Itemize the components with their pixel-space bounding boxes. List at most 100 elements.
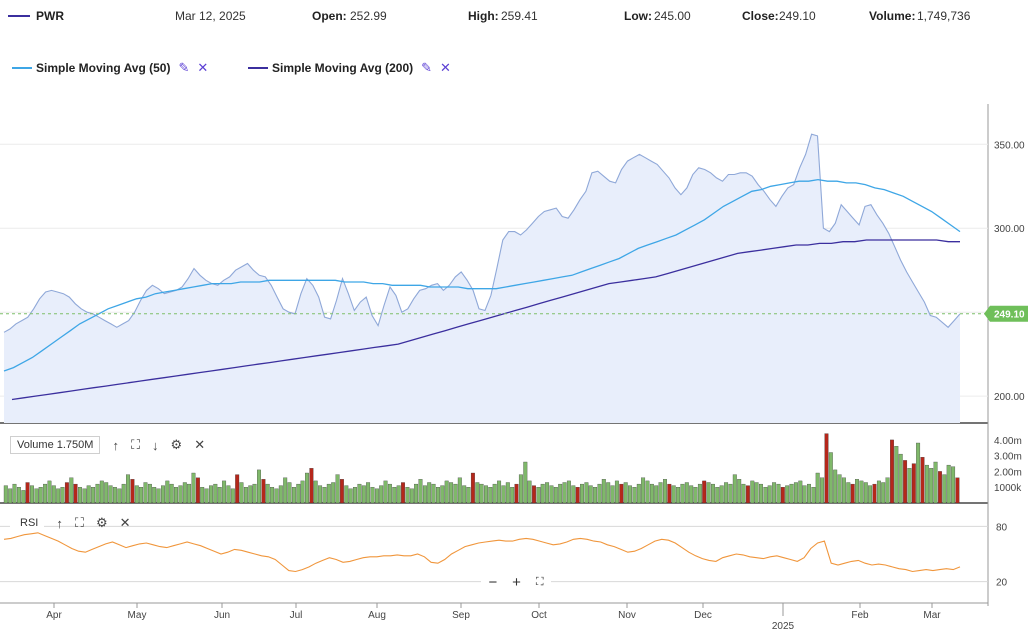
volume-bar bbox=[745, 485, 750, 504]
volume-bar bbox=[571, 485, 576, 504]
volume-bar bbox=[772, 482, 777, 504]
volume-bar bbox=[807, 483, 811, 504]
close-icon[interactable]: ✕ bbox=[197, 60, 209, 75]
volume-bar bbox=[91, 487, 96, 504]
volume-bar bbox=[601, 479, 606, 504]
volume-bar bbox=[597, 483, 602, 504]
pencil-icon[interactable]: ✎ bbox=[178, 60, 190, 75]
volume-bar bbox=[894, 446, 899, 504]
volume-bar bbox=[374, 488, 379, 504]
volume-bar bbox=[876, 480, 881, 504]
price-tick-label: 350.00 bbox=[994, 140, 1025, 151]
volume-bar bbox=[750, 480, 755, 504]
quote-date: Mar 12, 2025 bbox=[175, 9, 246, 23]
volume-bar bbox=[126, 474, 130, 504]
volume-bar bbox=[802, 485, 807, 504]
volume-bar bbox=[370, 487, 375, 504]
arrow-up-icon[interactable]: ↑ bbox=[56, 515, 63, 531]
sma50-swatch bbox=[12, 67, 32, 69]
volume-bar bbox=[121, 483, 126, 504]
pencil-icon[interactable]: ✎ bbox=[421, 60, 433, 75]
close-icon[interactable]: ✕ bbox=[119, 515, 131, 530]
expand-icon[interactable]: ⛶ bbox=[130, 437, 141, 452]
volume-bar bbox=[575, 487, 580, 504]
sma50-label: Simple Moving Avg (50) bbox=[36, 61, 171, 75]
volume-bar bbox=[8, 488, 13, 504]
expand-icon[interactable]: ⛶ bbox=[74, 515, 84, 530]
volume-bar bbox=[850, 483, 855, 504]
volume-bar bbox=[510, 487, 515, 504]
volume-bar bbox=[763, 487, 768, 504]
volume-bar bbox=[353, 487, 357, 504]
volume-bar bbox=[885, 477, 890, 504]
volume-bar bbox=[636, 483, 641, 504]
volume-bar bbox=[841, 477, 846, 504]
volume-panel-label: Volume 1.750M bbox=[10, 436, 101, 454]
volume-bar bbox=[553, 487, 558, 504]
volume-bar bbox=[697, 483, 702, 504]
close-icon[interactable]: ✕ bbox=[440, 60, 451, 75]
volume-bar bbox=[693, 487, 698, 504]
close-icon[interactable]: ✕ bbox=[194, 437, 206, 452]
arrow-up-icon[interactable]: ↑ bbox=[112, 437, 119, 453]
volume-bar bbox=[593, 487, 598, 504]
volume-bar bbox=[911, 463, 916, 504]
volume-bar bbox=[261, 479, 266, 504]
volume-bar bbox=[309, 468, 314, 504]
fit-icon[interactable]: ⛶ bbox=[535, 575, 544, 588]
volume-bar bbox=[955, 477, 960, 504]
volume-bar bbox=[409, 488, 414, 504]
volume-bar bbox=[501, 485, 506, 504]
volume-bar bbox=[300, 480, 305, 504]
volume-bar bbox=[318, 485, 323, 504]
symbol-line-swatch bbox=[8, 15, 30, 17]
volume-bar bbox=[436, 487, 440, 504]
volume-bar bbox=[523, 461, 528, 504]
volume-bar bbox=[152, 487, 157, 504]
volume-bar bbox=[449, 482, 454, 504]
volume-bar bbox=[440, 485, 445, 504]
volume-bar bbox=[248, 485, 253, 504]
month-label: Dec bbox=[694, 610, 712, 621]
volume-bar bbox=[73, 483, 78, 504]
legend-sma200: Simple Moving Avg (200) ✎ ✕ bbox=[248, 60, 451, 76]
volume-bar bbox=[824, 433, 829, 504]
month-label: Feb bbox=[851, 610, 869, 621]
volume-bar bbox=[759, 483, 763, 504]
volume-bar bbox=[195, 477, 200, 504]
volume-bar bbox=[257, 469, 261, 504]
volume-bar bbox=[649, 483, 654, 504]
volume-bar bbox=[422, 485, 427, 504]
arrow-down-icon[interactable]: ↓ bbox=[152, 437, 159, 453]
volume-bar bbox=[545, 482, 550, 504]
volume-bar bbox=[820, 477, 825, 504]
volume-bar bbox=[182, 482, 187, 504]
volume-bar bbox=[654, 485, 659, 504]
month-label: Sep bbox=[452, 610, 470, 621]
volume-bar bbox=[488, 487, 493, 504]
volume-bar bbox=[43, 483, 48, 504]
minus-icon[interactable]: − bbox=[488, 573, 498, 591]
volume-bar bbox=[475, 482, 480, 504]
plus-icon[interactable]: + bbox=[512, 573, 521, 591]
volume-bar bbox=[898, 453, 903, 504]
volume-bar bbox=[505, 482, 510, 504]
volume-bar bbox=[929, 468, 934, 504]
volume-bar bbox=[25, 482, 30, 504]
volume-bar bbox=[741, 483, 746, 504]
volume-bar bbox=[680, 483, 685, 504]
volume-bar bbox=[518, 474, 523, 504]
gear-icon[interactable]: ⚙ bbox=[95, 515, 108, 530]
sma200-line bbox=[11, 239, 960, 401]
volume-bar bbox=[558, 483, 563, 504]
volume-bar bbox=[379, 485, 384, 504]
volume-bar bbox=[776, 483, 781, 504]
volume-bar bbox=[916, 442, 921, 504]
month-label: May bbox=[128, 610, 147, 621]
gear-icon[interactable]: ⚙ bbox=[170, 437, 183, 452]
volume-bar bbox=[222, 480, 227, 504]
volume-bar bbox=[903, 460, 908, 504]
close-value: 249.10 bbox=[779, 9, 816, 23]
volume-bar bbox=[881, 482, 886, 504]
